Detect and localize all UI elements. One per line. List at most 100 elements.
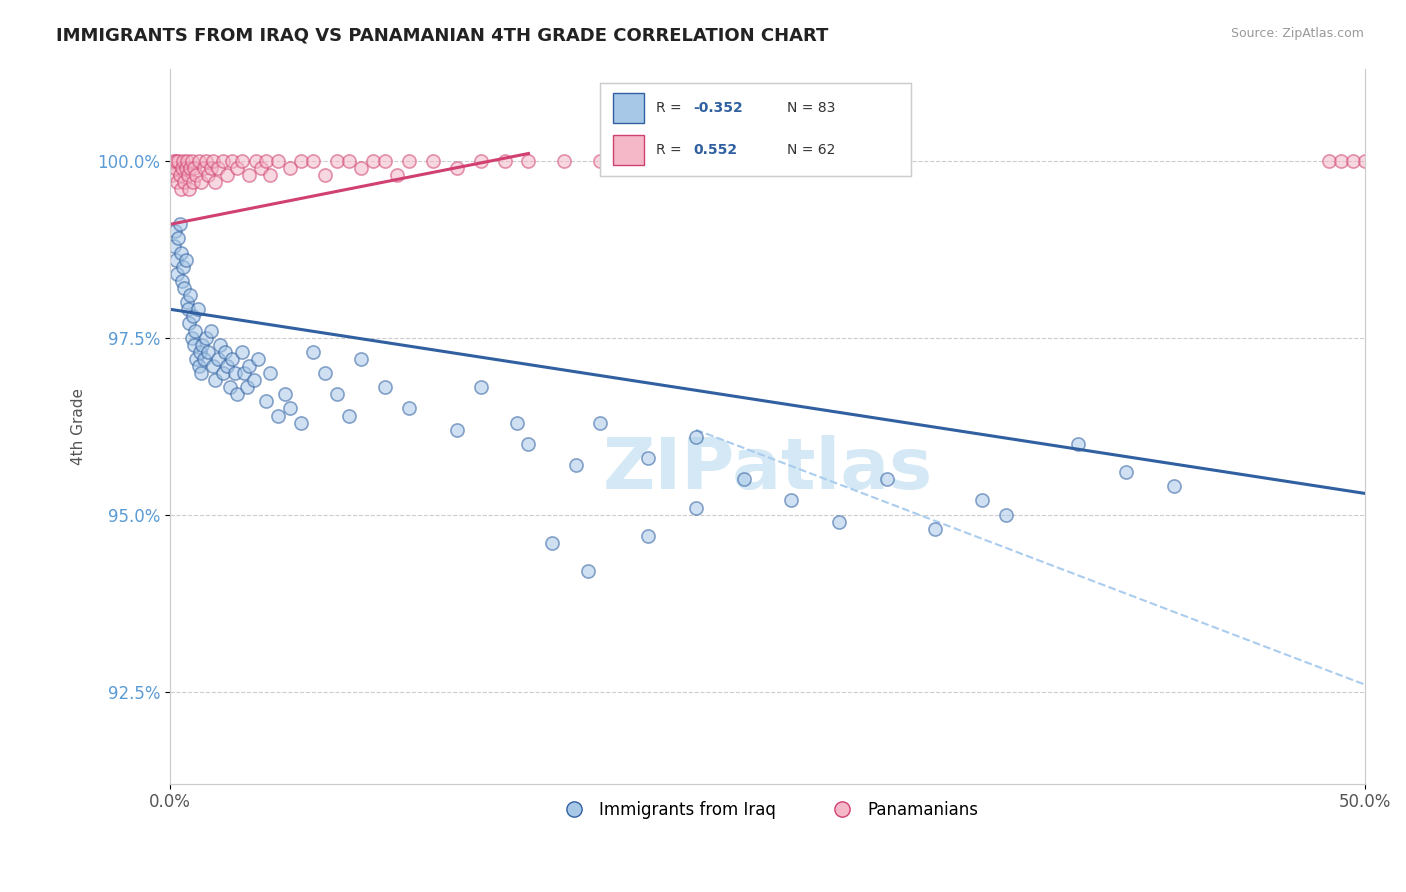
- Point: [326, 153, 349, 168]
- Point: [278, 161, 301, 175]
- Point: [226, 161, 249, 175]
- Point: [166, 175, 188, 189]
- Point: [170, 161, 193, 175]
- Point: [1330, 153, 1353, 168]
- Point: [565, 458, 588, 472]
- Point: [231, 153, 253, 168]
- Text: IMMIGRANTS FROM IRAQ VS PANAMANIAN 4TH GRADE CORRELATION CHART: IMMIGRANTS FROM IRAQ VS PANAMANIAN 4TH G…: [56, 27, 828, 45]
- Point: [1115, 465, 1137, 479]
- Point: [221, 153, 243, 168]
- Point: [217, 168, 239, 182]
- Text: Source: ZipAtlas.com: Source: ZipAtlas.com: [1230, 27, 1364, 40]
- Y-axis label: 4th Grade: 4th Grade: [72, 388, 86, 465]
- Point: [374, 380, 396, 394]
- Point: [231, 344, 253, 359]
- Point: [266, 409, 288, 423]
- Point: [181, 310, 204, 324]
- Point: [374, 153, 396, 168]
- Point: [924, 522, 946, 536]
- Point: [274, 387, 297, 401]
- Point: [187, 302, 209, 317]
- Point: [314, 168, 336, 182]
- Point: [553, 153, 575, 168]
- Point: [1163, 479, 1185, 493]
- Point: [190, 175, 212, 189]
- Point: [233, 366, 256, 380]
- Point: [828, 515, 851, 529]
- Point: [200, 161, 222, 175]
- Point: [197, 168, 219, 182]
- Point: [207, 161, 229, 175]
- Point: [517, 153, 540, 168]
- Point: [174, 252, 197, 267]
- Point: [202, 153, 225, 168]
- Point: [245, 153, 267, 168]
- Point: [972, 493, 994, 508]
- Point: [302, 153, 325, 168]
- Point: [202, 359, 225, 373]
- Point: [170, 274, 193, 288]
- Point: [314, 366, 336, 380]
- Point: [254, 153, 277, 168]
- Point: [172, 260, 194, 274]
- Point: [242, 373, 264, 387]
- Point: [238, 359, 260, 373]
- Point: [446, 423, 468, 437]
- Point: [214, 344, 236, 359]
- Point: [194, 330, 217, 344]
- Point: [167, 231, 190, 245]
- Point: [186, 168, 208, 182]
- Point: [446, 161, 468, 175]
- Point: [194, 153, 217, 168]
- Point: [290, 416, 312, 430]
- Point: [398, 401, 420, 416]
- Point: [218, 380, 240, 394]
- Point: [278, 401, 301, 416]
- Point: [169, 217, 191, 231]
- Point: [398, 153, 420, 168]
- Point: [163, 153, 186, 168]
- Point: [780, 493, 803, 508]
- Point: [177, 302, 200, 317]
- Point: [470, 380, 492, 394]
- Point: [226, 387, 249, 401]
- Point: [422, 153, 444, 168]
- Point: [191, 337, 214, 351]
- Point: [180, 153, 202, 168]
- Point: [211, 366, 233, 380]
- Point: [176, 153, 198, 168]
- Point: [637, 450, 659, 465]
- Point: [197, 344, 219, 359]
- Point: [187, 359, 209, 373]
- Point: [235, 380, 257, 394]
- Point: [170, 245, 193, 260]
- Point: [165, 153, 187, 168]
- Point: [250, 161, 273, 175]
- Point: [186, 351, 208, 366]
- Point: [173, 175, 195, 189]
- Point: [163, 224, 186, 238]
- Point: [163, 238, 186, 252]
- Point: [204, 175, 226, 189]
- Point: [207, 351, 229, 366]
- Point: [173, 281, 195, 295]
- Text: ZIPatlas: ZIPatlas: [602, 434, 932, 504]
- Point: [170, 182, 193, 196]
- Point: [187, 153, 209, 168]
- Point: [337, 409, 360, 423]
- Point: [1067, 437, 1090, 451]
- Point: [637, 529, 659, 543]
- Point: [179, 161, 201, 175]
- Point: [163, 161, 186, 175]
- Legend: Immigrants from Iraq, Panamanians: Immigrants from Iraq, Panamanians: [550, 794, 984, 825]
- Point: [166, 267, 188, 281]
- Point: [169, 168, 191, 182]
- Point: [179, 317, 201, 331]
- Point: [180, 330, 202, 344]
- Point: [221, 351, 243, 366]
- Point: [183, 161, 205, 175]
- Point: [224, 366, 246, 380]
- Point: [302, 344, 325, 359]
- Point: [505, 416, 527, 430]
- Point: [181, 175, 204, 189]
